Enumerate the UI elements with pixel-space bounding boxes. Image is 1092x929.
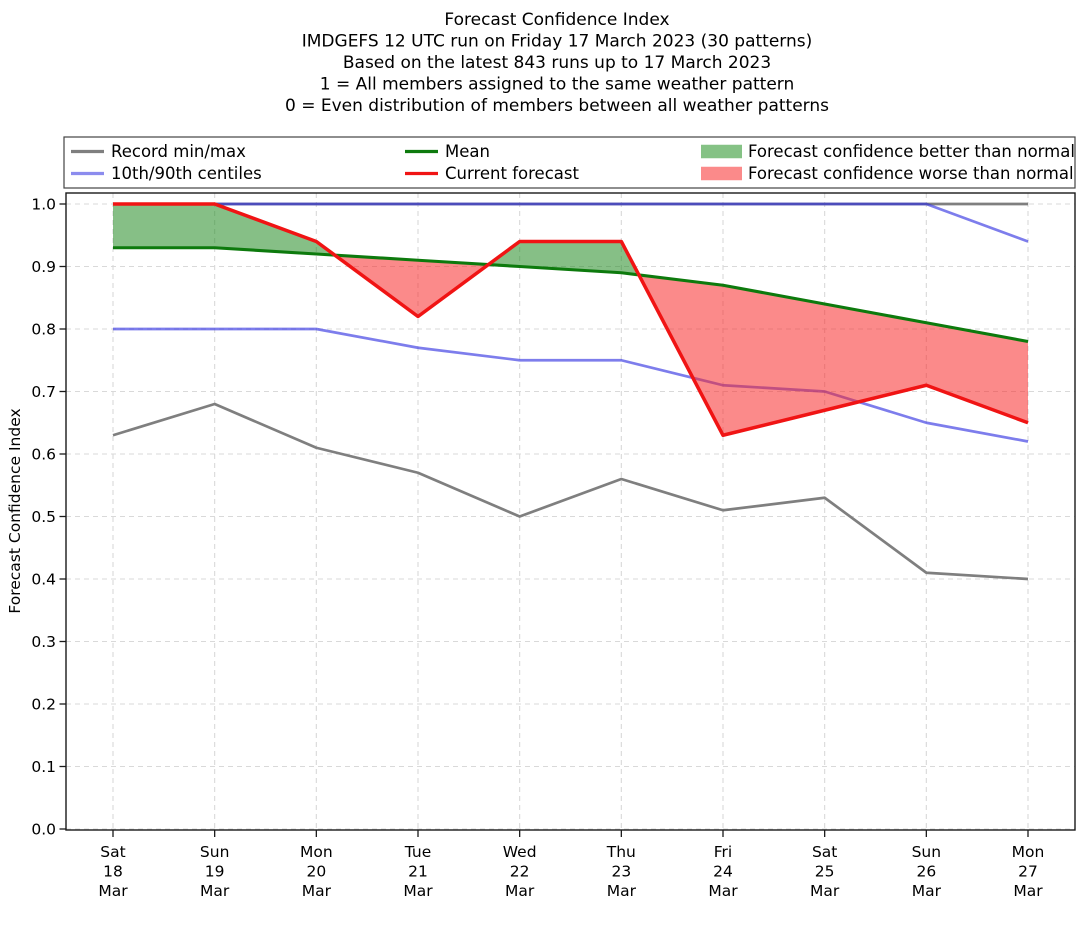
chart-title-line-3: Based on the latest 843 runs up to 17 Ma… xyxy=(343,53,771,73)
x-tick-label-day-4: Wed xyxy=(503,843,537,861)
x-tick-label-month-6: Mar xyxy=(708,882,738,900)
x-tick-label-day-3: Tue xyxy=(404,843,431,861)
legend-swatch-patch-forecast-confidence-better-than-normal xyxy=(701,144,742,159)
x-tick-label-date-2: 20 xyxy=(306,863,326,881)
y-tick-labels: 0.0 0.1 0.2 0.3 0.4 0.5 0.6 0.7 0.8 0.9 1.0 xyxy=(31,196,56,839)
x-tick-label-month-8: Mar xyxy=(912,882,942,900)
series-layer xyxy=(112,202,1029,581)
legend-box xyxy=(63,136,1076,189)
x-tick-label-month-9: Mar xyxy=(1013,882,1043,900)
legend-swatch-patch-forecast-confidence-worse-than-normal xyxy=(701,166,742,181)
x-tick-label-day-1: Sun xyxy=(200,843,230,861)
plot-border xyxy=(65,192,1076,831)
y-tick-label-0.5: 0.5 xyxy=(31,508,56,526)
x-tick-label-day-7: Sat xyxy=(812,843,837,861)
y-tick-label-0.2: 0.2 xyxy=(31,696,56,714)
y-tick-label-0.0: 0.0 xyxy=(31,821,56,839)
chart-titles: Forecast Confidence Index IMDGEFS 12 UTC… xyxy=(285,10,829,116)
legend-label-forecast-confidence-worse-than-normal: Forecast confidence worse than normal xyxy=(748,164,1074,183)
x-tick-label-date-3: 21 xyxy=(408,863,428,881)
x-tick-label-date-8: 26 xyxy=(916,863,936,881)
y-tick-label-0.6: 0.6 xyxy=(31,446,56,464)
chart-title-line-2: IMDGEFS 12 UTC run on Friday 17 March 20… xyxy=(302,32,813,52)
x-tick-label-day-8: Sun xyxy=(912,843,942,861)
chart-title-line-1: Forecast Confidence Index xyxy=(444,10,669,30)
fill-worse-than-normal-0 xyxy=(334,255,489,317)
legend-label-mean: Mean xyxy=(445,142,490,161)
fill-worse-than-normal-1 xyxy=(638,274,1028,436)
series-line-current-forecast xyxy=(113,202,1029,437)
legend-label-forecast-confidence-better-than-normal: Forecast confidence better than normal xyxy=(748,142,1075,161)
chart-title-line-5: 0 = Even distribution of members between… xyxy=(285,96,829,116)
x-tick-label-date-4: 22 xyxy=(510,863,530,881)
x-tick-label-month-7: Mar xyxy=(810,882,840,900)
gridlines xyxy=(66,193,1075,830)
x-tick-label-date-5: 23 xyxy=(611,863,631,881)
y-tick-label-0.8: 0.8 xyxy=(31,321,56,339)
x-tick-label-date-6: 24 xyxy=(713,863,733,881)
y-tick-label-0.7: 0.7 xyxy=(31,383,56,401)
x-tick-label-day-0: Sat xyxy=(100,843,125,861)
y-axis-label: Forecast Confidence Index xyxy=(6,408,24,613)
series-line-90th-centile xyxy=(113,202,1029,243)
legend-label-record-min-max: Record min/max xyxy=(111,142,246,161)
legend-label-current-forecast: Current forecast xyxy=(445,164,579,183)
y-tick-label-0.1: 0.1 xyxy=(31,758,56,776)
x-tick-label-month-5: Mar xyxy=(607,882,637,900)
y-tick-label-0.4: 0.4 xyxy=(31,571,56,589)
x-tick-label-day-6: Fri xyxy=(714,843,732,861)
x-tick-label-day-5: Thu xyxy=(606,843,636,861)
series-line-record-min xyxy=(112,402,1029,581)
fill-better-than-normal-0 xyxy=(113,204,335,256)
legend-label-10th-90th-centiles: 10th/90th centiles xyxy=(111,164,262,183)
x-tick-label-day-2: Mon xyxy=(300,843,333,861)
x-tick-label-date-1: 19 xyxy=(205,863,225,881)
x-tick-label-date-9: 27 xyxy=(1018,863,1038,881)
x-tick-label-date-7: 25 xyxy=(815,863,835,881)
y-tick-label-0.9: 0.9 xyxy=(31,258,56,276)
x-tick-label-day-9: Mon xyxy=(1012,843,1045,861)
x-tick-label-month-0: Mar xyxy=(98,882,128,900)
y-tick-label-0.3: 0.3 xyxy=(31,633,56,651)
series-line-mean xyxy=(113,246,1029,344)
x-tick-label-date-0: 18 xyxy=(103,863,123,881)
legend: Record min/max 10th/90th centiles Mean Curr… xyxy=(63,136,1076,189)
x-tick-label-month-4: Mar xyxy=(505,882,535,900)
x-tick-label-month-2: Mar xyxy=(302,882,332,900)
x-tick-labels: Sat18MarSun19MarMon20MarTue21MarWed22Mar… xyxy=(98,843,1044,900)
series-line-10th-centile xyxy=(113,327,1029,443)
chart-title-line-4: 1 = All members assigned to the same wea… xyxy=(320,75,795,95)
axes-frame xyxy=(59,192,1076,837)
x-tick-label-month-3: Mar xyxy=(403,882,433,900)
x-tick-label-month-1: Mar xyxy=(200,882,230,900)
y-tick-label-1.0: 1.0 xyxy=(31,196,56,214)
